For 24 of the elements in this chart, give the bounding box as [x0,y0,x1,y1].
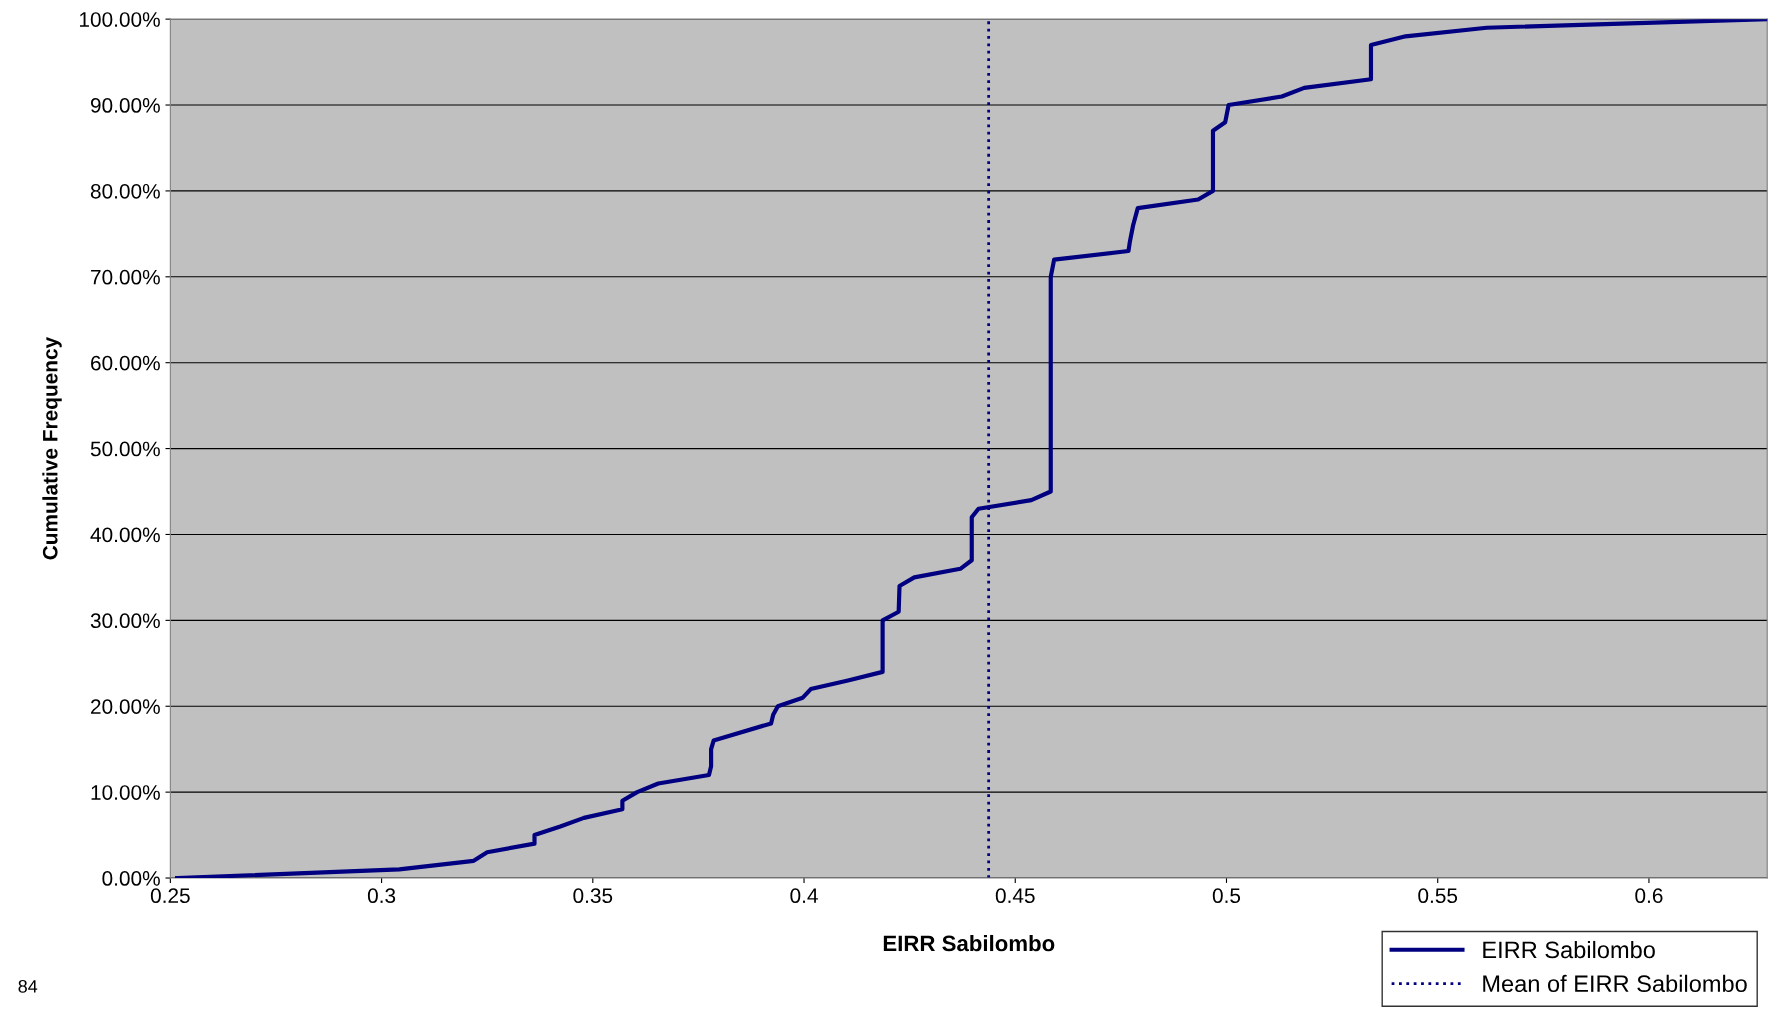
y-axis-title: Cumulative Frequency [42,336,62,560]
x-tick-label: 0.35 [573,888,613,904]
y-tick-label: 10.00% [91,785,160,800]
x-tick-label: 0.3 [367,888,396,904]
text: 84 [18,979,38,993]
y-tick-label: 40.00% [90,527,160,543]
y-tick-label: 20.00% [91,699,160,714]
x-axis-title: EIRR Sabilombo [883,934,1055,952]
y-tick-label: 90.00% [90,98,160,113]
legend-label: Mean of EIRR Sabilombo [1483,974,1747,993]
y-tick-label: 30.00% [90,613,160,629]
y-tick-label: 0.00% [102,871,160,886]
x-tick-label: 0.4 [790,888,818,904]
y-tick-label: 70.00% [91,269,160,285]
x-tick-label: 0.5 [1212,888,1241,904]
y-tick-label: 60.00% [91,355,160,371]
y-tick-label: 50.00% [90,441,160,457]
y-tick-label: 80.00% [90,183,160,199]
x-tick-label: 0.55 [1418,888,1458,904]
x-tick-label: 0.45 [995,888,1035,904]
x-tick-label: 0.25 [150,888,190,904]
legend-label: EIRR Sabilombo [1483,940,1655,959]
x-tick-label: 0.6 [1635,888,1663,904]
y-tick-label: 100.00% [79,12,160,27]
